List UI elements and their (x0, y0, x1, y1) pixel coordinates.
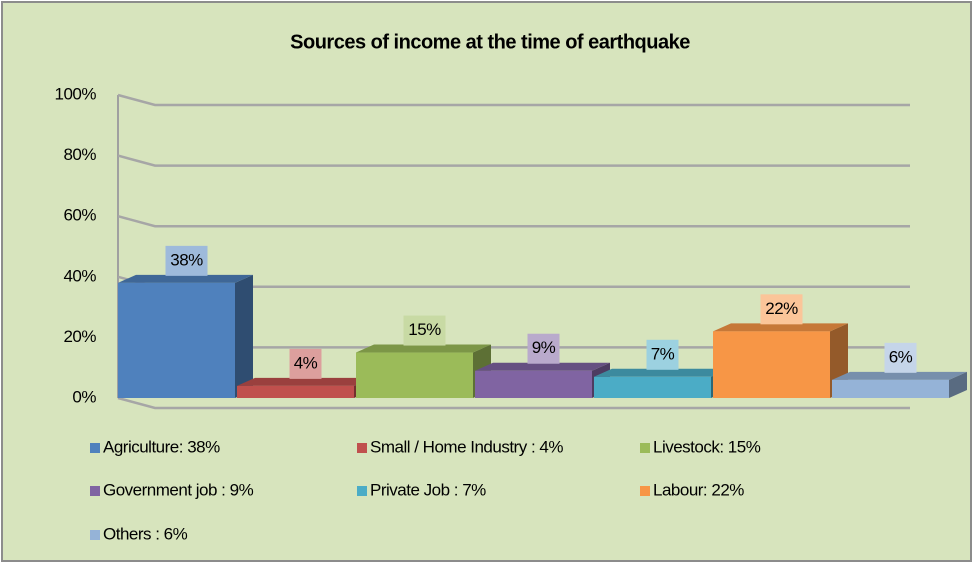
bar-top (475, 362, 610, 371)
legend-swatch (640, 486, 650, 496)
grid-line (117, 93, 910, 107)
legend-label: Others : 6% (103, 524, 188, 543)
bar (594, 376, 711, 398)
bar (713, 331, 830, 398)
data-label: 7% (651, 344, 675, 363)
bar (118, 282, 235, 398)
data-label: 38% (170, 250, 203, 269)
legend-label: Government job : 9% (103, 480, 254, 499)
bar-top (832, 371, 967, 380)
data-label-box (527, 333, 560, 364)
y-tick-label: 60% (63, 206, 96, 225)
legend-swatch (640, 443, 650, 453)
y-tick-label: 80% (63, 145, 96, 164)
data-label-box (884, 342, 917, 373)
bar-top (713, 323, 848, 332)
legend-label: Livestock: 15% (653, 437, 761, 456)
data-label-box (646, 339, 679, 370)
bar-side (235, 274, 253, 398)
chart-title: Sources of income at the time of earthqu… (290, 31, 690, 53)
data-label-box (403, 315, 446, 346)
data-label-box (760, 294, 803, 325)
bar (475, 370, 592, 398)
data-label-box (289, 348, 322, 379)
y-tick-label: 40% (63, 266, 96, 285)
legend-label: Labour: 22% (653, 480, 744, 499)
grid-line (117, 396, 910, 410)
bar-top (118, 274, 253, 283)
legend-swatch (90, 530, 100, 540)
legend-swatch (357, 443, 367, 453)
legend-label: Private Job : 7% (370, 480, 486, 499)
grid-line (117, 214, 910, 228)
bar-top (356, 344, 491, 353)
legend-label: Small / Home Industry : 4% (370, 437, 563, 456)
bar-side (949, 371, 967, 398)
data-label: 6% (889, 347, 913, 366)
data-label: 9% (532, 338, 556, 357)
bar (237, 385, 354, 398)
y-tick-label: 20% (63, 327, 96, 346)
y-tick-label: 100% (55, 84, 97, 103)
data-label-box (165, 245, 208, 276)
bar (356, 352, 473, 398)
bar (832, 379, 949, 398)
bar-top (594, 368, 729, 377)
bar-top (237, 377, 372, 386)
grid-line (117, 154, 910, 167)
legend-label: Agriculture: 38% (103, 437, 220, 456)
data-label: 15% (408, 320, 441, 339)
legend-swatch (357, 486, 367, 496)
legend-swatch (90, 486, 100, 496)
legend-swatch (90, 443, 100, 453)
data-label: 22% (765, 299, 798, 318)
data-label: 4% (294, 353, 318, 372)
y-tick-label: 0% (72, 387, 96, 406)
